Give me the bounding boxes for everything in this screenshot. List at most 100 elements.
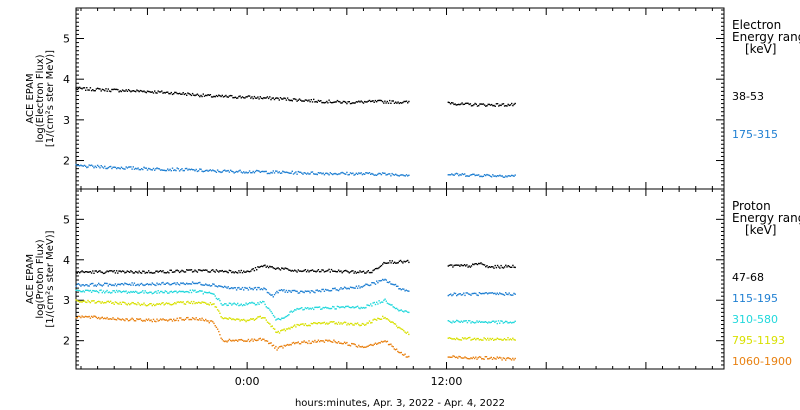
data-point [246, 287, 248, 289]
data-point [181, 93, 183, 95]
data-point [334, 270, 336, 272]
data-point [181, 269, 183, 272]
data-point [286, 291, 289, 293]
data-point [218, 94, 220, 96]
data-point [292, 325, 295, 327]
data-point [200, 94, 202, 97]
data-point [130, 290, 132, 293]
data-point [219, 312, 221, 314]
data-point [184, 167, 187, 170]
data-point [396, 102, 398, 104]
data-point [514, 339, 516, 341]
data-point [339, 270, 341, 273]
data-point [342, 270, 345, 273]
data-point [275, 319, 277, 321]
y-tick-label-electron: 3 [63, 114, 70, 127]
data-point [337, 321, 340, 324]
data-point [502, 339, 504, 341]
data-point [383, 340, 385, 343]
data-point [227, 169, 229, 172]
data-point [349, 322, 352, 325]
data-point [483, 321, 485, 323]
data-point [271, 345, 273, 347]
data-point [499, 292, 501, 294]
data-point [98, 300, 100, 303]
data-point [245, 320, 247, 323]
data-point [229, 169, 232, 171]
data-point [284, 345, 287, 347]
data-point [311, 307, 314, 309]
data-point [81, 301, 83, 303]
data-point [507, 357, 509, 359]
data-point [466, 175, 468, 177]
data-point [111, 318, 113, 320]
data-point [393, 284, 395, 286]
data-point [136, 303, 138, 306]
data-point [266, 265, 269, 267]
data-point [351, 306, 353, 309]
data-point [404, 353, 406, 355]
data-point [511, 102, 513, 105]
data-point [380, 318, 383, 320]
data-point [127, 302, 130, 305]
data-point [327, 307, 329, 309]
data-point [367, 172, 369, 175]
data-point [189, 93, 191, 96]
data-point [119, 270, 121, 272]
data-point [246, 270, 248, 272]
data-point [162, 291, 164, 294]
data-point [193, 270, 195, 273]
data-point [476, 294, 478, 296]
data-point [459, 321, 461, 323]
data-point [109, 300, 112, 302]
data-point [270, 310, 272, 313]
data-point [266, 307, 269, 309]
data-point [358, 100, 360, 102]
data-point [173, 93, 175, 95]
data-point [120, 291, 122, 294]
data-point [328, 339, 330, 341]
data-point [99, 283, 101, 286]
data-point [180, 270, 182, 273]
data-point [167, 91, 169, 93]
data-point [480, 262, 482, 264]
data-point [378, 172, 380, 175]
data-point [257, 266, 259, 268]
data-point [76, 272, 78, 274]
data-point [129, 319, 131, 322]
data-point [269, 309, 271, 311]
data-point [373, 318, 375, 320]
data-point [454, 320, 457, 323]
data-point [106, 282, 108, 285]
data-point [120, 90, 123, 93]
data-point [283, 268, 285, 270]
data-point [384, 316, 386, 319]
data-point [332, 270, 334, 272]
data-point [490, 321, 492, 323]
data-point [264, 97, 266, 99]
data-point [195, 317, 197, 319]
data-point [181, 301, 183, 304]
data-point [76, 317, 78, 319]
data-point [391, 321, 393, 323]
data-point [213, 322, 215, 325]
data-point [276, 331, 278, 334]
data-point [129, 283, 131, 285]
data-point [285, 171, 288, 173]
data-point [168, 272, 170, 274]
data-point [197, 94, 200, 97]
data-point [276, 349, 278, 351]
data-point [161, 271, 163, 273]
data-point [86, 166, 88, 169]
data-point [296, 173, 298, 175]
data-point [351, 102, 353, 105]
data-point [282, 267, 284, 270]
data-point [125, 89, 127, 91]
data-point [184, 291, 187, 293]
data-point [403, 354, 405, 356]
data-point [329, 340, 331, 342]
data-point [301, 172, 303, 174]
data-point [213, 270, 215, 272]
data-point [469, 320, 471, 322]
data-point [218, 298, 220, 300]
